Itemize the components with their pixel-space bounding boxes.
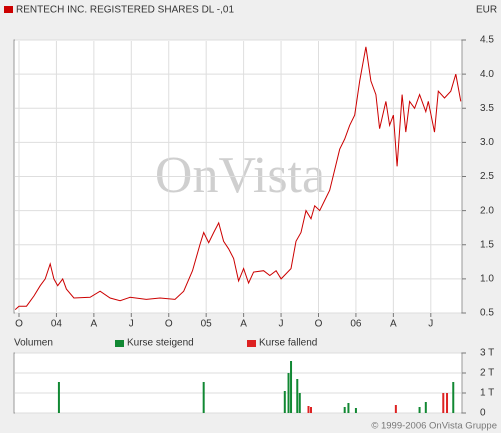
- price-line: [14, 46, 462, 310]
- volume-bar: [394, 405, 397, 413]
- y-tick-label: 3.5: [480, 103, 494, 114]
- legend-label: Kurse fallend: [259, 338, 317, 349]
- y-tick-label: 1.5: [480, 239, 494, 250]
- volume-bar: [354, 408, 357, 413]
- y-tick-label: 1 T: [480, 388, 494, 399]
- y-tick-label: 2 T: [480, 368, 494, 379]
- volume-bar: [298, 393, 301, 413]
- legend-swatch: [247, 340, 256, 347]
- volume-bar: [418, 407, 421, 413]
- volume-bar: [446, 393, 449, 413]
- volume-bar: [343, 407, 346, 413]
- volume-title: Volumen: [14, 338, 53, 349]
- x-tick-label: 04: [51, 319, 63, 330]
- x-tick-label: A: [240, 319, 247, 330]
- legend-label: Kurse steigend: [127, 338, 194, 349]
- x-tick-label: A: [91, 319, 98, 330]
- y-tick-label: 4.5: [480, 35, 494, 46]
- volume-bar: [424, 402, 427, 413]
- volume-bar: [307, 406, 310, 413]
- watermark: OnVista: [155, 147, 325, 204]
- volume-bar: [287, 373, 290, 413]
- footer: © 1999-2006 OnVista Gruppe: [371, 421, 497, 432]
- x-tick-label: O: [165, 319, 173, 330]
- volume-bar: [283, 391, 286, 413]
- y-tick-label: 4.0: [480, 69, 494, 80]
- volume-bar: [347, 403, 350, 413]
- x-tick-label: O: [315, 319, 323, 330]
- y-tick-label: 3 T: [480, 348, 494, 359]
- x-tick-label: O: [15, 319, 23, 330]
- x-tick-label: A: [390, 319, 397, 330]
- y-tick-label: 2.5: [480, 171, 494, 182]
- legend-swatch: [4, 6, 13, 13]
- volume-bar: [442, 393, 445, 413]
- legend-swatch: [115, 340, 124, 347]
- x-tick-label: 05: [201, 319, 213, 330]
- x-tick-label: 06: [350, 319, 362, 330]
- y-tick-label: 3.0: [480, 137, 494, 148]
- volume-bar: [290, 361, 293, 413]
- y-tick-label: 2.0: [480, 205, 494, 216]
- volume-bar: [452, 382, 455, 413]
- x-tick-label: J: [129, 319, 134, 330]
- y-tick-label: 1.0: [480, 274, 494, 285]
- y-tick-label: 0.5: [480, 308, 494, 319]
- y-tick-label: 0: [480, 408, 486, 419]
- volume-bar: [310, 407, 313, 413]
- volume-bar: [202, 382, 205, 413]
- volume-bar: [57, 382, 60, 413]
- currency: EUR: [476, 5, 497, 16]
- volume-plot: [13, 352, 463, 414]
- x-tick-label: J: [428, 319, 433, 330]
- legend-label: RENTECH INC. REGISTERED SHARES DL -,01: [16, 5, 234, 16]
- x-tick-label: J: [279, 319, 284, 330]
- volume-bar: [296, 379, 299, 413]
